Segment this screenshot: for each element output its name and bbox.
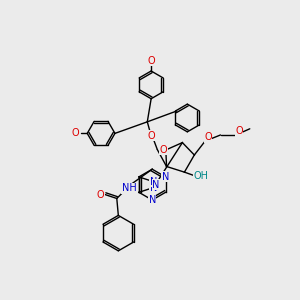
Text: OH: OH <box>194 171 209 181</box>
Text: O: O <box>71 128 79 138</box>
Text: O: O <box>160 145 167 155</box>
Text: O: O <box>147 56 155 66</box>
Text: O: O <box>235 126 243 136</box>
Text: O: O <box>97 190 104 200</box>
Text: N: N <box>162 172 169 182</box>
Text: O: O <box>147 131 155 141</box>
Text: N: N <box>150 183 157 193</box>
Text: O: O <box>204 132 212 142</box>
Text: N: N <box>152 180 160 190</box>
Text: N: N <box>150 177 157 187</box>
Text: NH: NH <box>122 184 136 194</box>
Text: N: N <box>148 195 156 205</box>
